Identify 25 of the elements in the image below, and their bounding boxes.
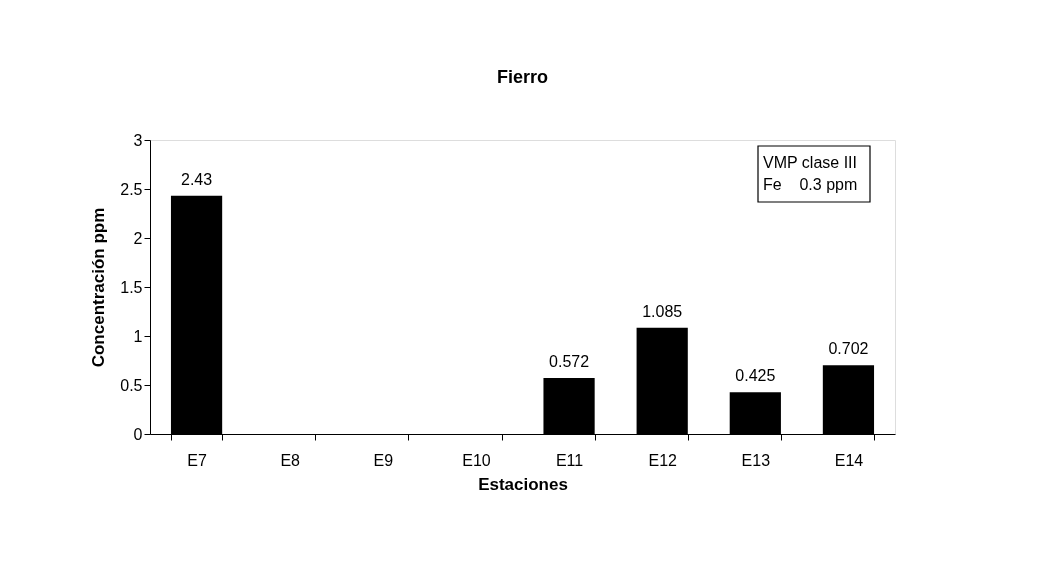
data-label: 1.085	[642, 302, 683, 320]
data-label: 0.702	[828, 340, 869, 358]
x-tick-label: E7	[187, 451, 207, 469]
y-axis-title: Concentración ppm	[89, 207, 109, 368]
data-label: 2.43	[180, 170, 213, 188]
annotation: VMP clase III	[763, 154, 857, 171]
y-tick-label: 0	[133, 425, 143, 443]
y-tick-label: 2.5	[120, 180, 143, 198]
chart-title: Fierro	[496, 67, 549, 87]
x-tick-label: E11	[555, 451, 584, 469]
x-tick-label: E10	[462, 451, 491, 469]
x-tick-label: E9	[373, 451, 394, 469]
y-tick-label: 3	[133, 131, 143, 149]
y-tick-label: 2	[133, 229, 143, 247]
x-tick-label: E8	[280, 451, 301, 469]
annotation: Fe 0.3 ppm	[763, 176, 858, 193]
x-tick-label: E12	[648, 451, 678, 469]
x-tick-label: E14	[834, 451, 864, 469]
y-tick-label: 1.5	[120, 278, 143, 296]
data-label: 0.425	[735, 367, 776, 385]
y-tick-label: 0.5	[120, 376, 143, 394]
data-label: 0.572	[549, 352, 590, 370]
x-tick-label: E13	[741, 451, 771, 469]
x-axis-title: Estaciones	[478, 474, 568, 494]
y-tick-label: 1	[133, 327, 143, 345]
